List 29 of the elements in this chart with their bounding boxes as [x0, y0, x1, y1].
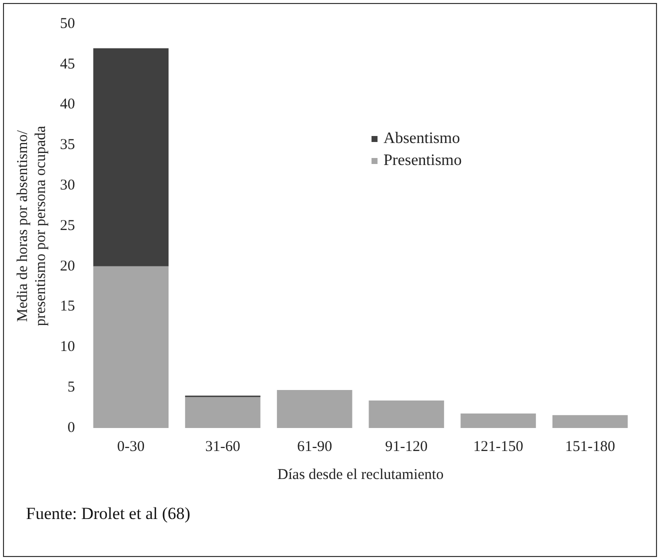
x-tick-label: 61-90: [297, 438, 332, 455]
y-tick-label: 5: [68, 380, 75, 396]
y-tick-label: 35: [60, 137, 75, 154]
bar: [460, 413, 536, 428]
bar: [368, 400, 444, 428]
source-note: Fuente: Drolet et al (68): [26, 504, 190, 524]
y-axis-title: Media de horas por absentismo/ presentismo por persona ocupada: [14, 125, 49, 326]
y-tick-label: 15: [60, 298, 75, 315]
x-tick-label: 31-60: [205, 438, 240, 455]
x-tick-label: 91-120: [385, 438, 428, 455]
x-axis-title: Días desde el reclutamiento: [277, 466, 444, 483]
y-tick-label: 50: [60, 16, 75, 32]
y-tick-label: 45: [60, 56, 75, 72]
bar: [93, 48, 169, 266]
bar: [93, 266, 169, 428]
y-tick-label: 10: [60, 339, 75, 356]
legend-label: Presentismo: [384, 152, 462, 170]
legend-label: Absentismo: [384, 130, 460, 148]
x-tick-label: 151-180: [565, 438, 616, 455]
y-tick-label: 0: [68, 420, 75, 436]
x-tick-label: 0-30: [117, 438, 145, 455]
y-tick-label: 20: [60, 258, 75, 274]
y-tick-label: 30: [60, 178, 75, 194]
y-tick-label: 25: [60, 218, 75, 234]
bar: [185, 397, 260, 428]
y-tick-label: 40: [60, 96, 75, 113]
x-tick-label: 121-150: [473, 438, 524, 455]
bar: [276, 390, 352, 428]
bar: [552, 415, 628, 428]
